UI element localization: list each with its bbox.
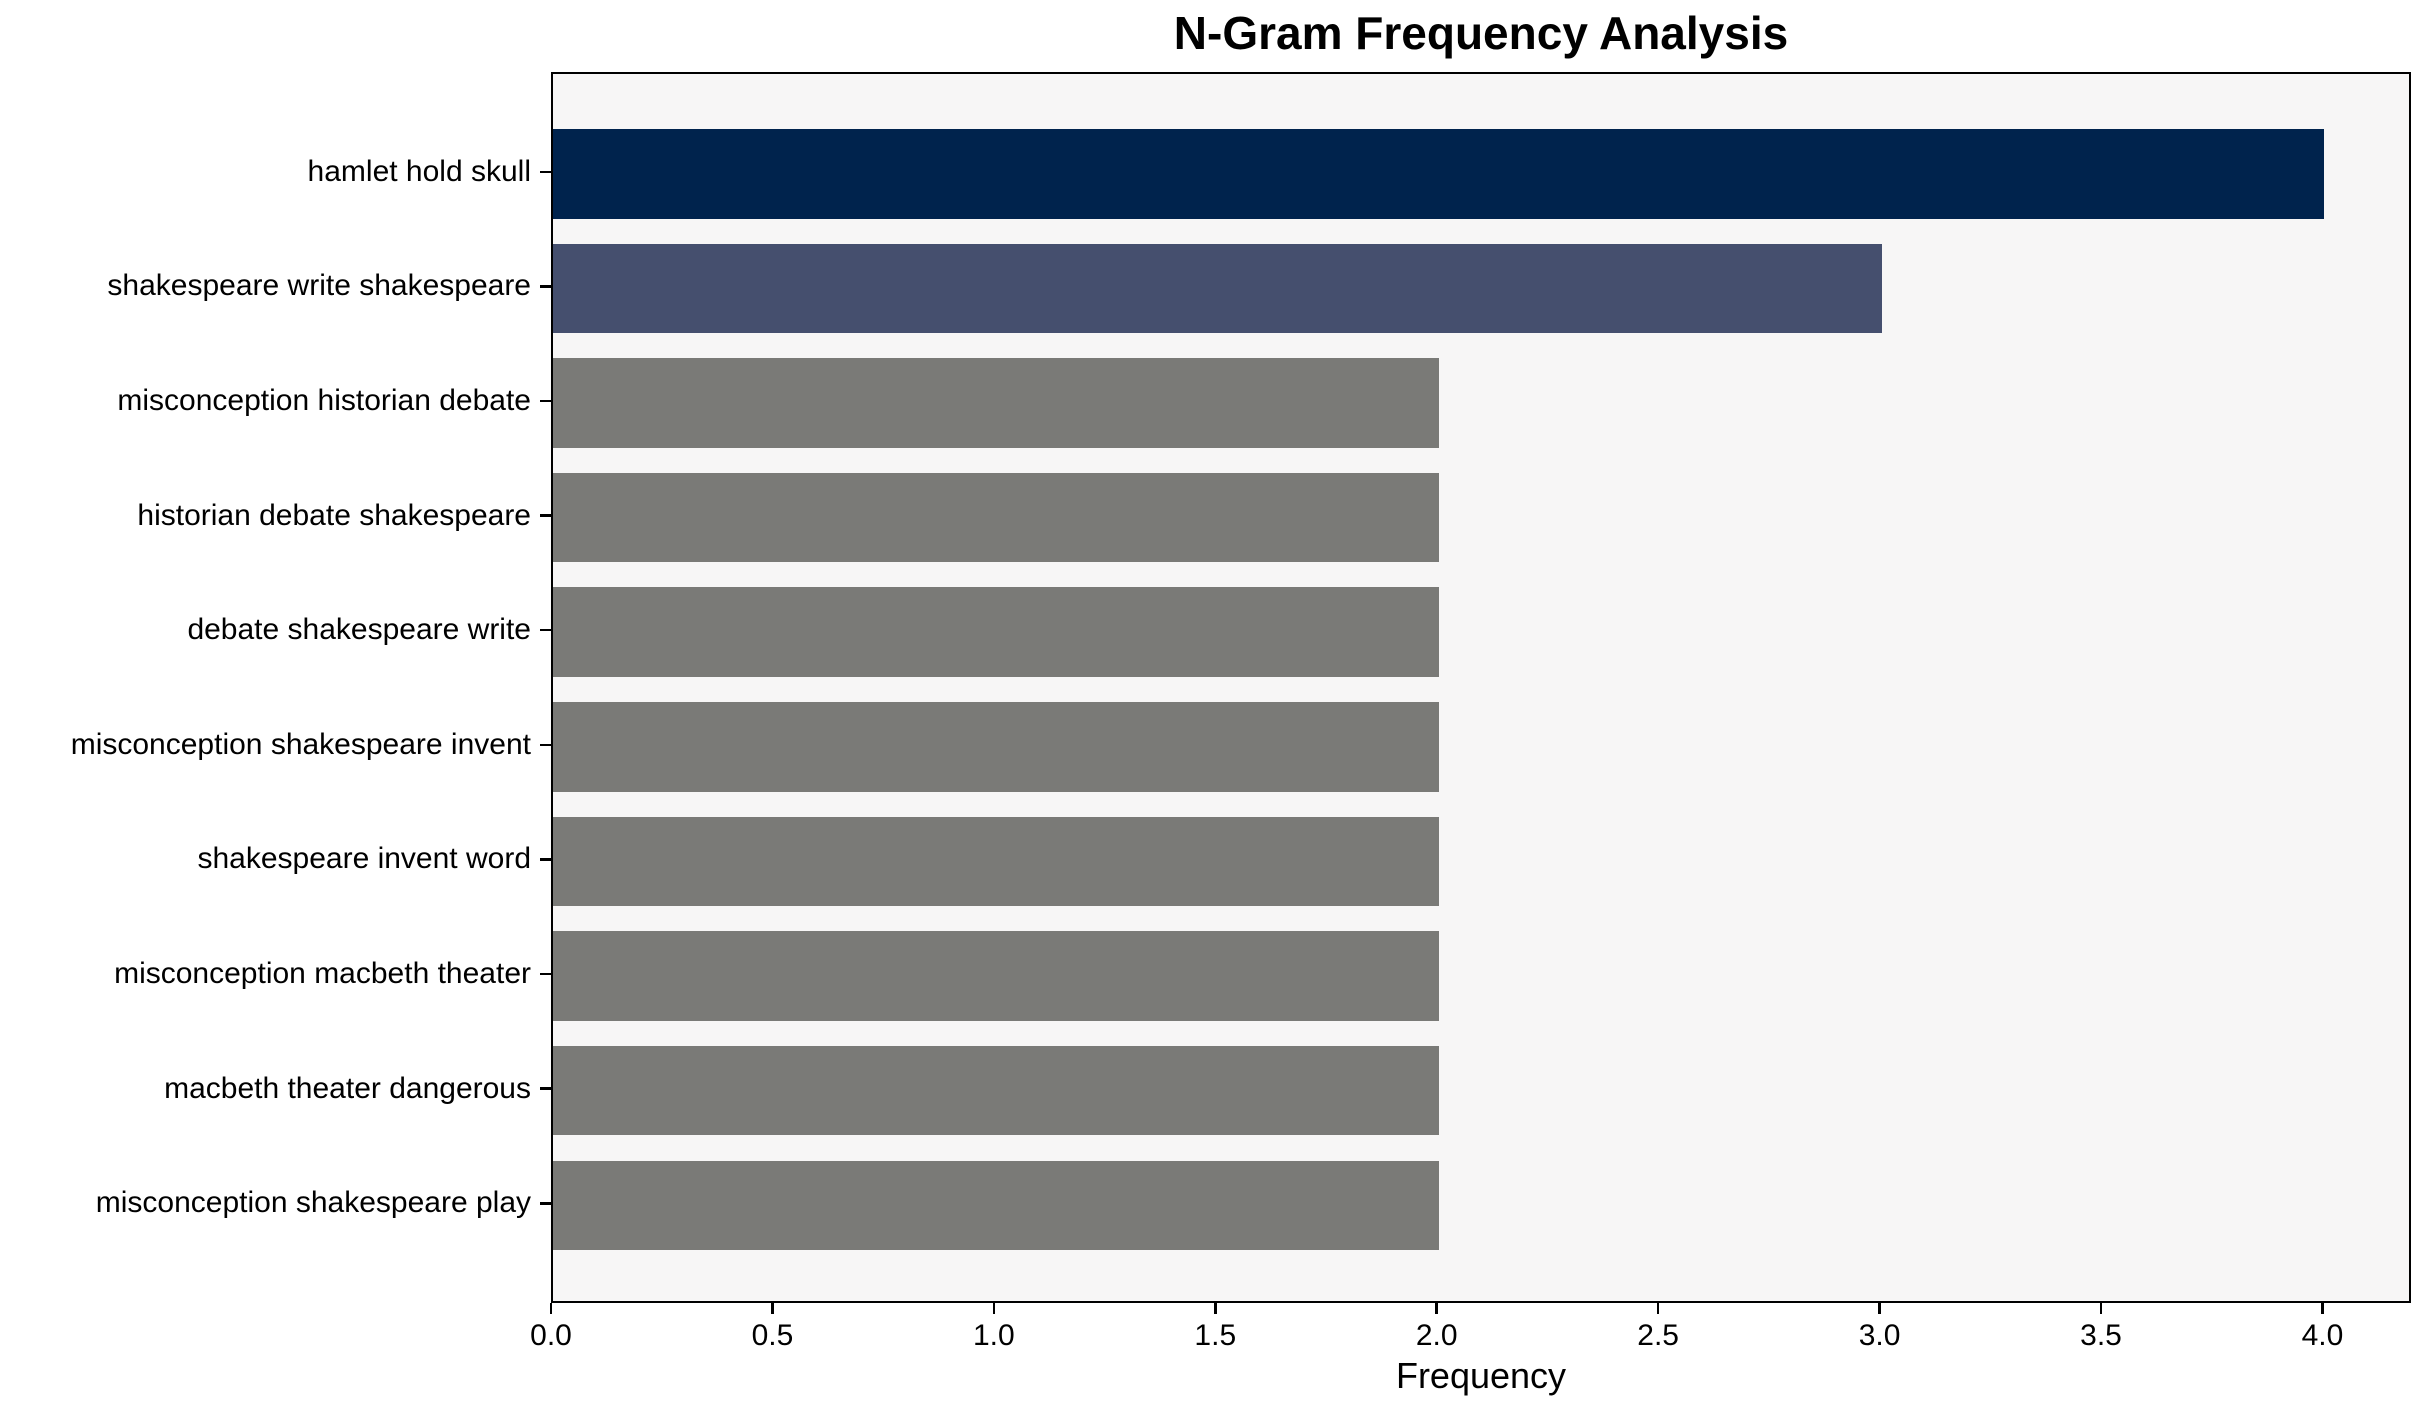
y-axis-tick-label: shakespeare write shakespeare	[107, 269, 531, 303]
bar-misconception-macbeth-theater	[553, 931, 1439, 1021]
bar-misconception-shakespeare-play	[553, 1160, 1439, 1250]
y-tick-mark	[540, 399, 551, 403]
x-axis-tick-label: 0.5	[751, 1319, 794, 1352]
y-tick-mark	[540, 170, 551, 173]
chart-title: N-Gram Frequency Analysis	[1173, 7, 1789, 59]
x-axis-tick-label: 4.0	[2301, 1319, 2344, 1352]
plot-area	[551, 72, 2411, 1303]
y-tick-mark	[540, 743, 551, 747]
y-tick-mark	[540, 972, 551, 976]
y-axis-tick-label: misconception historian debate	[117, 383, 531, 417]
y-axis-tick-label: debate shakespeare write	[187, 613, 531, 647]
bar-macbeth-theater-dangerous	[553, 1045, 1439, 1136]
bar-debate-shakespeare-write	[553, 587, 1439, 677]
x-tick-mark	[992, 1303, 996, 1314]
bar-hamlet-hold-skull	[553, 129, 2325, 219]
y-axis-tick-label: historian debate shakespeare	[137, 498, 531, 532]
x-axis-tick-label: 3.0	[1858, 1319, 1901, 1352]
x-tick-mark	[1214, 1303, 1217, 1314]
y-axis-tick-label: misconception shakespeare invent	[70, 727, 531, 761]
x-tick-mark	[1878, 1303, 1881, 1314]
x-tick-mark	[771, 1303, 774, 1314]
bar-shakespeare-invent-word	[553, 816, 1439, 907]
x-axis-tick-label: 3.5	[2080, 1319, 2122, 1352]
x-tick-mark	[2321, 1303, 2324, 1314]
x-tick-mark	[1435, 1303, 1438, 1314]
bar-misconception-shakespeare-invent	[553, 702, 1439, 792]
x-tick-mark	[2099, 1303, 2103, 1314]
y-axis-tick-label: misconception shakespeare play	[95, 1186, 531, 1220]
x-tick-mark	[549, 1303, 553, 1314]
y-tick-mark	[540, 1202, 551, 1205]
bar-misconception-historian-debate	[553, 358, 1439, 448]
x-axis-tick-label: 0.0	[530, 1319, 572, 1352]
bar-shakespeare-write-shakespeare	[553, 243, 1882, 334]
x-axis-tick-label: 1.5	[1194, 1319, 1237, 1352]
y-tick-mark	[540, 1087, 551, 1090]
y-tick-mark	[540, 285, 551, 288]
bar-historian-debate-shakespeare	[553, 472, 1439, 563]
x-axis-tick-label: 1.0	[972, 1319, 1015, 1352]
y-axis-tick-label: hamlet hold skull	[307, 154, 531, 188]
y-tick-mark	[540, 514, 551, 517]
x-axis-tick-label: 2.5	[1637, 1319, 1679, 1352]
y-axis-tick-label: misconception macbeth theater	[114, 957, 531, 991]
x-tick-mark	[1656, 1303, 1660, 1314]
y-axis-tick-label: macbeth theater dangerous	[164, 1071, 531, 1105]
y-axis-tick-label: shakespeare invent word	[197, 842, 531, 876]
x-axis-label: Frequency	[1395, 1355, 1567, 1396]
y-tick-mark	[540, 628, 551, 632]
x-axis-tick-label: 2.0	[1415, 1319, 1458, 1352]
y-tick-mark	[540, 858, 551, 861]
